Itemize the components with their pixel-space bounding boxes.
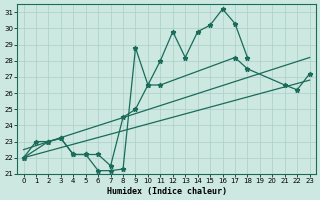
X-axis label: Humidex (Indice chaleur): Humidex (Indice chaleur) xyxy=(107,187,227,196)
